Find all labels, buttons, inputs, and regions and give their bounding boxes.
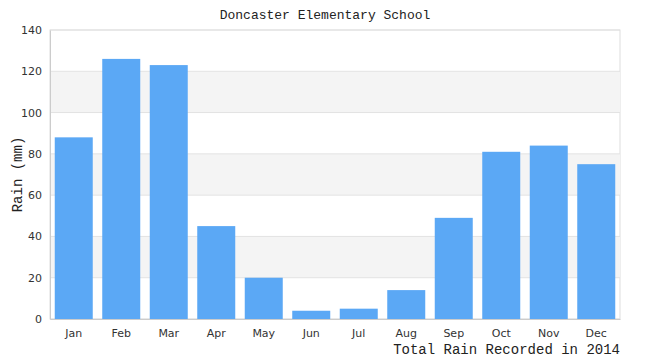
bar <box>387 290 425 319</box>
y-tick-label: 140 <box>21 24 42 37</box>
bar <box>150 65 188 319</box>
chart: 0 20 40 60 80 100 120 140 Jan Feb Mar Apr May Jun Jul A… <box>0 0 650 360</box>
y-tick: 60 <box>28 189 50 202</box>
y-tick-label: 80 <box>28 148 42 161</box>
x-axis-title: Total Rain Recorded in 2014 <box>393 342 620 358</box>
bar <box>577 164 615 319</box>
x-tick: May <box>252 319 275 340</box>
y-tick: 140 <box>21 24 50 37</box>
x-tick-label: Jul <box>351 327 365 340</box>
y-tick: 80 <box>28 148 50 161</box>
plot: 0 20 40 60 80 100 120 140 Jan Feb Mar Apr May Jun Jul A… <box>21 24 621 340</box>
x-tick: Dec <box>586 319 607 340</box>
y-tick: 20 <box>28 272 50 285</box>
bar <box>197 226 235 319</box>
bar <box>435 218 473 319</box>
y-tick-label: 20 <box>28 272 42 285</box>
grid-line <box>50 30 620 31</box>
y-axis-line <box>50 31 51 320</box>
title: Doncaster Elementary School <box>220 8 431 23</box>
bars <box>55 59 616 319</box>
x-tick: Jun <box>302 319 320 340</box>
x-tick-label: Apr <box>207 327 227 340</box>
bar <box>292 311 330 319</box>
x-tick: Jul <box>351 319 365 340</box>
bar <box>340 309 378 319</box>
y-tick: 0 <box>35 313 50 326</box>
x-tick-label: Jan <box>64 327 82 340</box>
y-axis-title: Rain (mm) <box>10 137 26 213</box>
x-tick-label: Oct <box>492 327 512 340</box>
y-tick-label: 0 <box>35 313 42 326</box>
plot-frame <box>50 30 620 319</box>
x-tick-label: Aug <box>396 327 417 340</box>
x-tick-label: Sep <box>443 327 464 340</box>
bar <box>245 278 283 319</box>
x-axis-line <box>51 319 621 320</box>
bar <box>482 152 520 319</box>
y-tick-label: 100 <box>21 107 42 120</box>
x-tick-label: Mar <box>158 327 179 340</box>
x-tick: Sep <box>443 319 464 340</box>
x-tick-label: Jun <box>302 327 320 340</box>
x-tick-label: Nov <box>538 327 560 340</box>
x-axis: Jan Feb Mar Apr May Jun Jul Aug Sep Oct Nov Dec <box>51 319 621 340</box>
y-tick: 40 <box>28 230 50 243</box>
y-tick: 100 <box>21 107 50 120</box>
y-tick-label: 60 <box>28 189 42 202</box>
bar <box>55 137 93 319</box>
y-tick: 120 <box>21 65 50 78</box>
x-tick: Nov <box>538 319 560 340</box>
x-tick: Oct <box>492 319 512 340</box>
x-tick-label: May <box>252 327 275 340</box>
y-tick-label: 120 <box>21 65 42 78</box>
grid <box>50 30 620 319</box>
bar <box>530 146 568 319</box>
x-tick: Mar <box>158 319 179 340</box>
x-tick: Aug <box>396 319 417 340</box>
y-tick-label: 40 <box>28 230 42 243</box>
x-tick-label: Dec <box>586 327 607 340</box>
x-tick: Jan <box>64 319 82 340</box>
x-tick: Apr <box>207 319 227 340</box>
bar <box>102 59 140 319</box>
x-tick: Feb <box>112 319 131 340</box>
x-tick-label: Feb <box>112 327 131 340</box>
